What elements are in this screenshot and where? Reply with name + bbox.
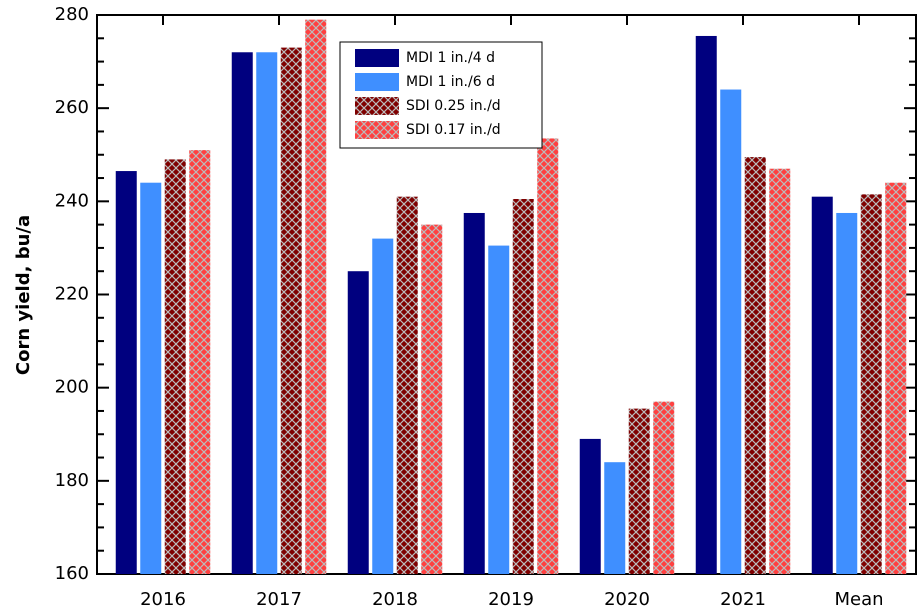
y-tick-label: 260 — [55, 97, 89, 118]
bar — [860, 194, 882, 575]
x-tick-label: 2019 — [488, 589, 534, 610]
bar — [256, 52, 278, 575]
bar — [720, 89, 742, 575]
legend-label: MDI 1 in./4 d — [406, 50, 495, 66]
bar — [140, 182, 162, 574]
bar — [695, 35, 717, 574]
legend-swatch — [355, 121, 399, 139]
bar — [628, 408, 650, 574]
y-axis-label: Corn yield, bu/a — [13, 215, 34, 375]
legend-label: SDI 0.17 in./d — [406, 122, 501, 138]
y-tick-label: 220 — [55, 284, 89, 305]
y-tick-label: 180 — [55, 470, 89, 491]
bar — [579, 438, 601, 574]
legend-label: SDI 0.25 in./d — [406, 98, 501, 114]
legend-swatch — [355, 73, 399, 91]
x-tick-label: 2016 — [140, 589, 186, 610]
x-tick-label: 2018 — [372, 589, 418, 610]
bar — [512, 199, 534, 575]
bar — [463, 212, 485, 574]
x-tick-label: 2020 — [604, 589, 650, 610]
y-tick-label: 240 — [55, 190, 89, 211]
bar — [305, 19, 327, 575]
bar — [653, 401, 675, 574]
legend-swatch — [355, 97, 399, 115]
bar — [164, 159, 186, 575]
y-tick-label: 200 — [55, 377, 89, 398]
y-tick-label: 280 — [55, 4, 89, 25]
bar — [537, 138, 559, 574]
bar — [811, 196, 833, 575]
bar — [396, 196, 418, 575]
bar — [280, 47, 302, 574]
x-tick-label: Mean — [834, 589, 883, 610]
legend-label: MDI 1 in./6 d — [406, 74, 495, 90]
bar — [231, 52, 253, 575]
bar — [744, 157, 766, 574]
bar — [347, 271, 369, 574]
y-tick-label: 160 — [55, 563, 89, 584]
x-tick-label: 2021 — [720, 589, 766, 610]
bar — [372, 238, 394, 574]
bar — [421, 224, 443, 574]
bar — [885, 182, 907, 574]
bar — [836, 212, 858, 574]
bar — [189, 150, 211, 574]
bar — [115, 171, 137, 574]
legend-swatch — [355, 49, 399, 67]
x-tick-label: 2017 — [256, 589, 302, 610]
bar — [604, 462, 626, 574]
bar — [769, 168, 791, 574]
bar — [488, 245, 510, 574]
